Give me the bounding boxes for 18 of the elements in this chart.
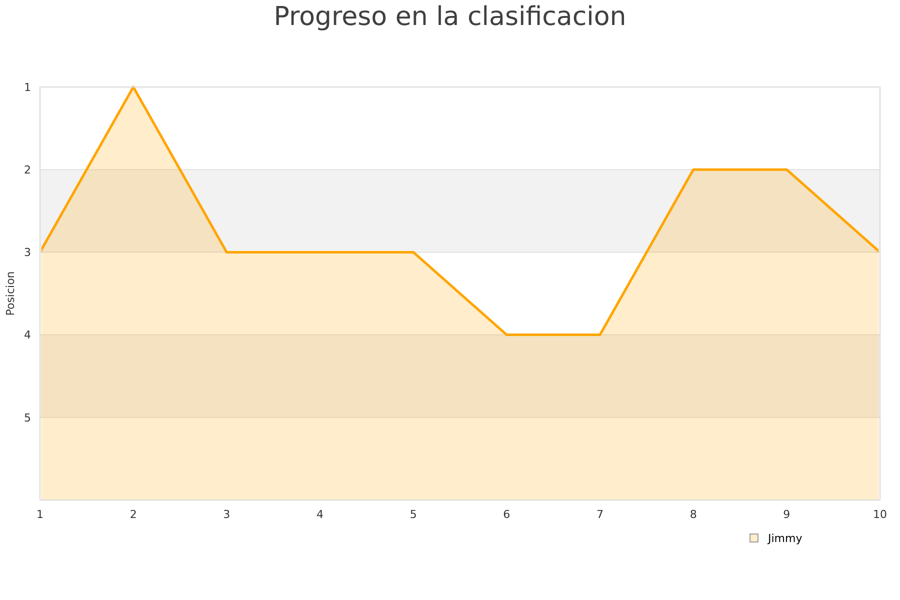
x-tick-label: 6 <box>503 508 510 521</box>
chart-title: Progreso en la clasificacion <box>274 2 626 32</box>
x-tick-label: 1 <box>36 508 44 521</box>
y-tick-label: 5 <box>24 411 31 424</box>
y-tick-label: 3 <box>24 246 31 260</box>
x-tick-label: 3 <box>223 508 230 521</box>
x-tick-label: 8 <box>690 508 697 521</box>
y-tick-label: 2 <box>24 163 31 176</box>
y-tick-label: 4 <box>24 328 31 342</box>
x-tick-label: 4 <box>316 508 324 521</box>
x-tick-label: 5 <box>410 508 417 521</box>
x-tick-label: 10 <box>873 508 887 521</box>
y-axis-title: Posicion <box>4 271 17 316</box>
x-tick-label: 7 <box>596 508 604 521</box>
legend-label: Jimmy <box>767 532 803 545</box>
x-tick-label: 2 <box>130 508 137 521</box>
y-tick-label: 1 <box>24 80 31 94</box>
x-tick-label: 9 <box>783 508 790 521</box>
